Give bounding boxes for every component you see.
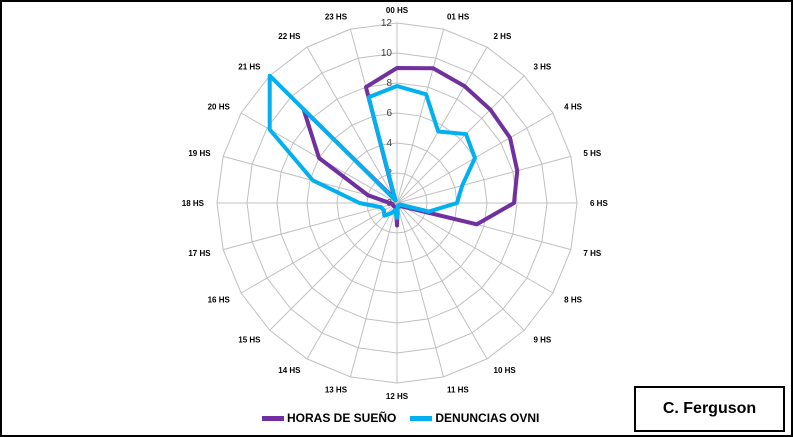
hour-label: 8 HS xyxy=(564,296,582,305)
hour-label: 19 HS xyxy=(188,149,211,158)
hour-label: 12 HS xyxy=(386,392,409,401)
grid-spoke xyxy=(349,202,398,377)
hour-label: 13 HS xyxy=(325,385,348,394)
radial-tick-label: 10 xyxy=(381,48,393,59)
grid-spoke xyxy=(306,202,398,360)
legend-item-sleep: HORAS DE SUEÑO xyxy=(262,411,396,425)
grid-spoke xyxy=(396,29,445,204)
grid-spoke xyxy=(396,46,488,204)
hour-label: 4 HS xyxy=(564,103,582,112)
hour-label: 15 HS xyxy=(238,335,261,344)
grid-spoke xyxy=(396,75,525,204)
grid-spoke xyxy=(396,202,525,331)
hour-label: 23 HS xyxy=(325,13,348,22)
hour-label: 3 HS xyxy=(533,63,551,72)
hour-label: 16 HS xyxy=(208,296,231,305)
hour-label: 10 HS xyxy=(494,366,517,375)
hour-label: 17 HS xyxy=(188,249,211,258)
hour-label: 11 HS xyxy=(447,385,469,394)
hour-label: 18 HS xyxy=(182,199,205,208)
series-line-ufo xyxy=(267,73,477,220)
hour-label: 22 HS xyxy=(278,32,301,41)
legend-swatch-sleep xyxy=(262,415,284,421)
hour-label: 2 HS xyxy=(494,32,512,41)
hour-labels: 00 HS 01 HS 2 HS 3 HS 4 HS 5 HS 6 HS 7 HS 8 HS 9 … xyxy=(182,6,609,401)
hour-label: 00 HS xyxy=(386,6,409,15)
hour-label: 20 HS xyxy=(208,103,231,112)
radial-tick-label: 6 xyxy=(386,108,392,119)
grid-spoke xyxy=(396,155,571,204)
radial-tick-label: 4 xyxy=(386,138,392,149)
legend-label-sleep: HORAS DE SUEÑO xyxy=(287,411,397,425)
grid-spoke xyxy=(396,202,554,294)
radial-tick-label: 8 xyxy=(386,78,392,89)
hour-label: 14 HS xyxy=(278,366,301,375)
legend-label-ufo: DENUNCIAS OVNI xyxy=(435,411,540,425)
hour-label: 7 HS xyxy=(583,249,601,258)
grid-spoke xyxy=(306,46,398,204)
grid-spoke xyxy=(240,202,398,294)
hour-label: 9 HS xyxy=(533,335,551,344)
hour-label: 5 HS xyxy=(583,149,601,158)
legend: HORAS DE SUEÑO DENUNCIAS OVNI xyxy=(262,409,539,427)
grid-spoke xyxy=(396,202,488,360)
hour-label: 01 HS xyxy=(447,13,470,22)
grid-spoke xyxy=(223,202,398,251)
author-credit: C. Ferguson xyxy=(634,386,785,432)
hour-label: 6 HS xyxy=(590,199,608,208)
series-lines xyxy=(267,66,520,228)
grid-spoke xyxy=(396,202,445,377)
series-line-sleep xyxy=(301,66,520,228)
radial-tick-label: 12 xyxy=(381,18,393,29)
legend-item-ufo: DENUNCIAS OVNI xyxy=(410,411,539,425)
grid-spoke xyxy=(269,202,398,331)
hour-label: 21 HS xyxy=(238,63,261,72)
legend-swatch-ufo xyxy=(410,415,433,421)
